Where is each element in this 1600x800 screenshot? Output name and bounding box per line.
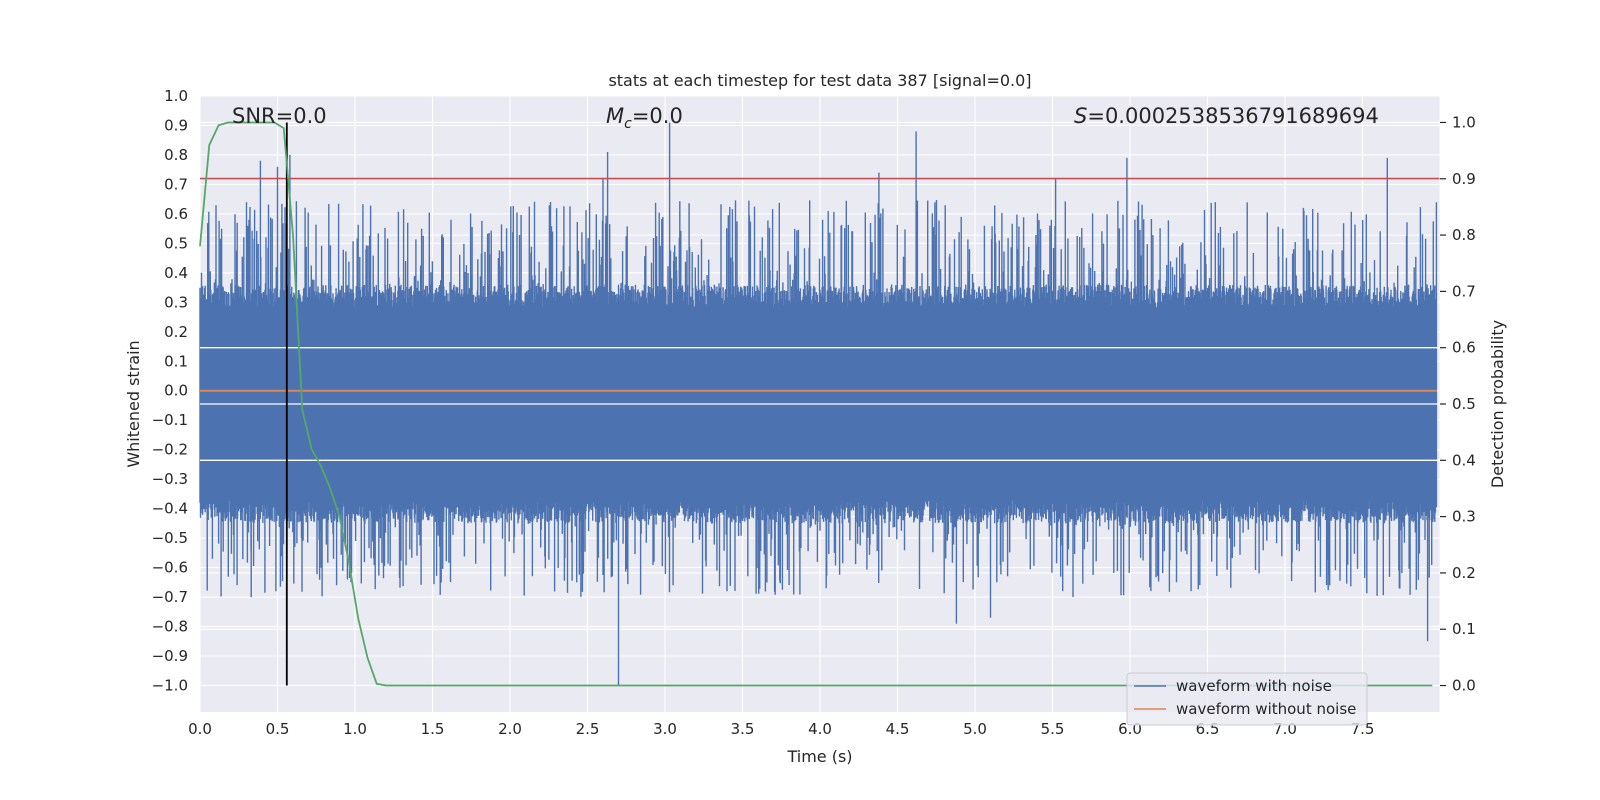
y2-tick-label: 0.9 — [1452, 170, 1476, 188]
chart-title: stats at each timestep for test data 387… — [608, 71, 1031, 90]
s-symbol: S — [1074, 104, 1087, 128]
x-axis-label: Time (s) — [786, 747, 852, 766]
mc-value: =0.0 — [632, 104, 683, 128]
y-tick-label: −0.9 — [152, 647, 188, 665]
y-tick-label: −0.8 — [152, 618, 188, 636]
x-tick-label: 2.5 — [576, 720, 600, 738]
x-tick-label: 5.5 — [1041, 720, 1065, 738]
y2-tick-label: 0.4 — [1452, 451, 1476, 469]
y-tick-label: 0.7 — [164, 175, 188, 193]
x-tick-label: 3.5 — [731, 720, 755, 738]
y2-tick-label: 0.1 — [1452, 620, 1476, 638]
y-tick-label: 0.8 — [164, 146, 188, 164]
x-tick-label: 1.5 — [421, 720, 445, 738]
y-tick-label: 0.5 — [164, 234, 188, 252]
y-axis-label: Whitened strain — [124, 340, 143, 467]
y-tick-label: 0.2 — [164, 323, 188, 341]
data-layer — [199, 96, 1441, 712]
x-tick-label: 5.0 — [963, 720, 987, 738]
y-tick-label: −1.0 — [152, 676, 188, 694]
series-detection-probability — [199, 121, 1433, 687]
x-tick-label: 0.0 — [188, 720, 212, 738]
y2-tick-label: 0.3 — [1452, 508, 1476, 526]
y2-tick-label: 1.0 — [1452, 113, 1476, 131]
legend: waveform with noise waveform without noi… — [1126, 672, 1368, 726]
y-tick-label: −0.4 — [152, 500, 188, 518]
legend-label-noise: waveform with noise — [1176, 677, 1332, 695]
mc-annotation: Mc=0.0 — [606, 104, 683, 132]
mc-subscript: c — [624, 116, 632, 132]
legend-label-clean: waveform without noise — [1176, 700, 1356, 718]
y-tick-label: 1.0 — [164, 87, 188, 105]
s-annotation: S=0.0002538536791689694 — [1074, 104, 1379, 128]
y-tick-label: 0.6 — [164, 205, 188, 223]
y-tick-label: 0.0 — [164, 382, 188, 400]
x-tick-label: 3.0 — [653, 720, 677, 738]
x-tick-label: 4.5 — [886, 720, 910, 738]
x-tick-label: 4.0 — [808, 720, 832, 738]
y-tick-label: −0.2 — [152, 441, 188, 459]
y2-axis-label: Detection probability — [1488, 320, 1507, 488]
y-tick-label: −0.6 — [152, 559, 188, 577]
y2-tick-label: 0.8 — [1452, 226, 1476, 244]
y-tick-label: 0.1 — [164, 352, 188, 370]
mc-symbol: M — [606, 104, 624, 128]
y-tick-label: 0.3 — [164, 293, 188, 311]
x-tick-label: 0.5 — [266, 720, 290, 738]
y2-tick-label: 0.6 — [1452, 339, 1476, 357]
y2-tick-label: 0.0 — [1452, 677, 1476, 695]
y2-tick-label: 0.5 — [1452, 395, 1476, 413]
x-tick-label: 1.0 — [343, 720, 367, 738]
y-tick-label: 0.9 — [164, 116, 188, 134]
waveform-noise-core — [200, 311, 1437, 488]
y-tick-label: 0.4 — [164, 264, 188, 282]
y-tick-label: −0.5 — [152, 529, 188, 547]
y2-tick-label: 0.2 — [1452, 564, 1476, 582]
x-tick-label: 2.0 — [498, 720, 522, 738]
y2-axis-ticks: 1.0 0.9 0.8 0.7 0.6 0.5 0.4 0.3 0.2 0.1 0.0 — [1440, 113, 1476, 695]
y-tick-label: −0.3 — [152, 470, 188, 488]
y-axis-ticks: 1.0 0.9 0.8 0.7 0.6 0.5 0.4 0.3 0.2 0.1 0.0 −0.1 −0.… — [152, 87, 188, 694]
legend-box — [1126, 672, 1368, 726]
s-value: =0.0002538536791689694 — [1087, 104, 1379, 128]
y-tick-label: −0.7 — [152, 588, 188, 606]
y2-tick-label: 0.7 — [1452, 282, 1476, 300]
y-tick-label: −0.1 — [152, 411, 188, 429]
snr-annotation: SNR=0.0 — [232, 104, 327, 128]
